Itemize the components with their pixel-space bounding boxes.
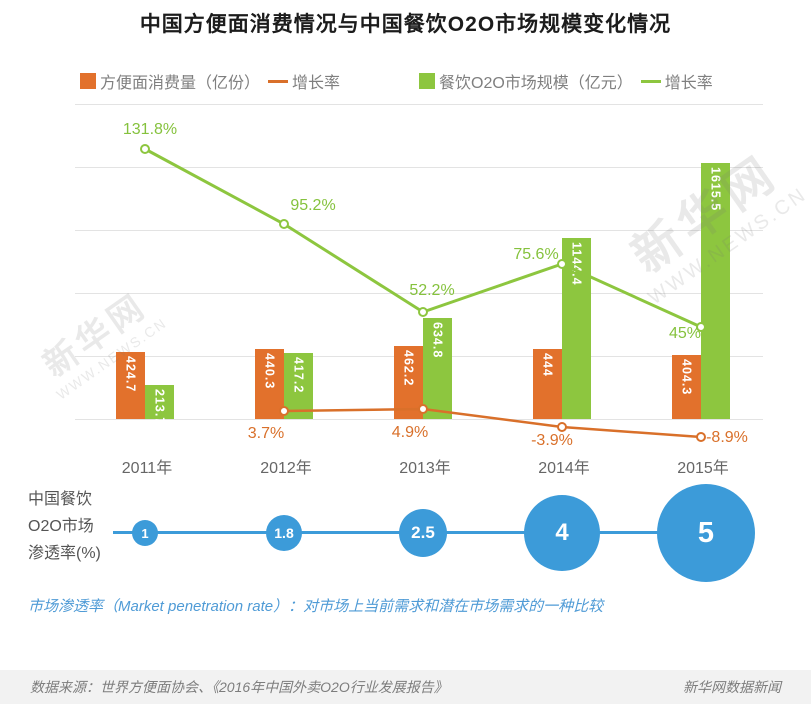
bar-o2o-2015: 1615.5 <box>701 163 730 419</box>
x-label-2011: 2011年 <box>121 460 173 477</box>
credit-text: 新华网数据新闻 <box>683 679 781 695</box>
legend-o2o: 餐饮O2O市场规模（亿元） 增长率 <box>419 71 713 92</box>
o2o-bar-swatch-icon <box>419 73 435 89</box>
noodle-growth-line <box>283 407 702 439</box>
gridline <box>75 167 763 168</box>
bar-value-label: 462.2 <box>401 350 416 387</box>
bar-noodle-2011: 424.7 <box>116 352 145 419</box>
penetration-bubble-2011: 1 <box>132 520 158 546</box>
bar-value-label: 634.8 <box>430 322 445 359</box>
noodle-growth-label-2014: -3.9% <box>531 432 573 449</box>
penetration-bubble-2012: 1.8 <box>266 515 302 551</box>
bar-value-label: 1615.5 <box>708 167 723 212</box>
penetration-definition-note: 市场渗透率（Market penetration rate）：对市场上当前需求和… <box>28 598 604 615</box>
noodle-bar-swatch-icon <box>80 73 96 89</box>
penetration-label-line3: 渗透率(%) <box>28 545 101 562</box>
legend-noodle-line-label: 增长率 <box>292 75 341 92</box>
o2o-growth-label-2014: 75.6% <box>513 246 559 263</box>
o2o-growth-label-2012: 95.2% <box>290 197 336 214</box>
noodle-growth-label-2013: 4.9% <box>391 424 429 441</box>
x-label-2013: 2013年 <box>399 460 451 477</box>
legend-o2o-bar-label: 餐饮O2O市场规模（亿元） <box>439 75 633 92</box>
bar-o2o-2011: 213.7 <box>145 385 174 425</box>
penetration-label-line1: 中国餐饮 <box>28 491 93 508</box>
o2o-growth-label-2013: 52.2% <box>409 282 455 299</box>
bar-o2o-2012: 417.2 <box>284 353 313 419</box>
bubble-value: 4 <box>555 519 569 546</box>
penetration-label-line2: O2O市场 <box>28 518 94 535</box>
penetration-bubble-2014: 4 <box>524 495 600 571</box>
legend-o2o-line-label: 增长率 <box>664 75 713 92</box>
x-label-2015: 2015年 <box>677 460 729 477</box>
bubble-value: 1 <box>141 525 149 541</box>
bar-noodle-2012: 440.3 <box>255 349 284 419</box>
bar-noodle-2015: 404.3 <box>672 355 701 419</box>
o2o-growth-label-2015: 45% <box>668 325 702 342</box>
data-source-text: 数据来源：世界方便面协会、《2016年中国外卖O2O行业发展报告》 <box>30 679 448 695</box>
bubble-value: 1.8 <box>274 525 294 541</box>
legend-noodle: 方便面消费量（亿份） 增长率 <box>80 71 341 92</box>
penetration-bubble-2013: 2.5 <box>399 509 447 557</box>
bar-noodle-2013: 462.2 <box>394 346 423 419</box>
x-label-2012: 2012年 <box>260 460 312 477</box>
bar-value-label: 444 <box>540 353 555 377</box>
footer-bar: 数据来源：世界方便面协会、《2016年中国外卖O2O行业发展报告》 新华网数据新… <box>0 670 811 704</box>
bar-noodle-2014: 444 <box>533 349 562 419</box>
o2o-line-swatch-icon <box>640 79 661 83</box>
x-label-2014: 2014年 <box>538 460 590 477</box>
noodle-growth-points <box>279 404 706 442</box>
noodle-growth-label-2012: 3.7% <box>247 425 285 442</box>
o2o-growth-line <box>144 147 702 329</box>
penetration-axis-label: 中国餐饮 O2O市场 渗透率(%) <box>28 486 101 567</box>
bar-value-label: 424.7 <box>123 356 138 393</box>
bar-value-label: 404.3 <box>679 359 694 396</box>
gridline <box>75 230 763 231</box>
bar-value-label: 1144.4 <box>569 242 584 286</box>
x-axis-line <box>75 419 763 420</box>
bar-value-label: 440.3 <box>262 353 277 390</box>
bar-value-label: 213.7 <box>152 389 167 426</box>
bar-o2o-2014: 1144.4 <box>562 238 591 419</box>
gridline <box>75 104 763 105</box>
bubble-value: 5 <box>697 516 715 549</box>
penetration-bubble-2015: 5 <box>657 484 755 582</box>
legend-noodle-bar-label: 方便面消费量（亿份） <box>100 75 261 92</box>
o2o-growth-label-2011: 131.8% <box>122 121 178 138</box>
o2o-growth-points <box>140 144 706 332</box>
page-title: 中国方便面消费情况与中国餐饮O2O市场规模变化情况 <box>139 13 672 36</box>
bar-o2o-2013: 634.8 <box>423 318 452 419</box>
bubble-value: 2.5 <box>411 523 435 542</box>
noodle-line-swatch-icon <box>268 79 289 83</box>
noodle-growth-label-2015: -8.9% <box>706 429 748 446</box>
bar-value-label: 417.2 <box>291 357 306 394</box>
